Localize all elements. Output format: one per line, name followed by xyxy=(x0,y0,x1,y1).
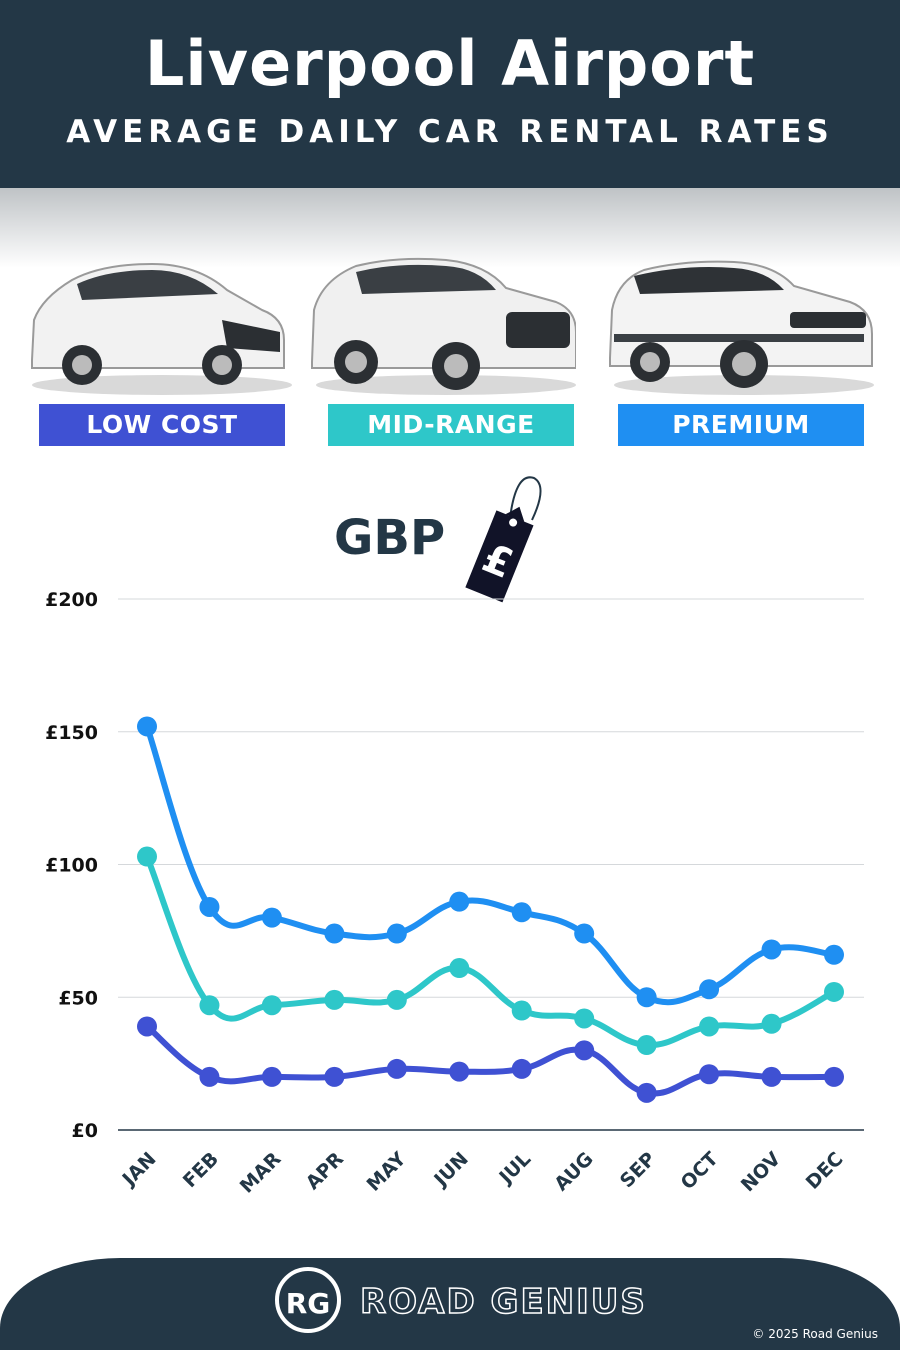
data-point xyxy=(511,1000,532,1021)
data-point xyxy=(199,995,220,1016)
header-banner: Liverpool Airport AVERAGE DAILY CAR RENT… xyxy=(0,0,900,188)
series-line-mid-range xyxy=(144,853,837,1049)
data-point xyxy=(761,939,782,960)
data-point xyxy=(261,907,282,928)
data-point xyxy=(636,987,657,1008)
y-tick-label: £50 xyxy=(58,987,98,1009)
y-tick-label: £200 xyxy=(45,589,98,611)
footer-banner xyxy=(0,1258,900,1350)
data-point xyxy=(511,902,532,923)
y-tick-label: £100 xyxy=(45,855,98,877)
data-point xyxy=(137,846,157,867)
road-genius-logo-icon: RG xyxy=(275,1267,341,1333)
rental-rates-line-chart: £0 £50 £100 £150 £200 JAN FEB MAR APR MAY JUN JUL A… xyxy=(45,589,864,1198)
data-point xyxy=(511,1058,532,1079)
x-tick-label: AUG xyxy=(550,1148,597,1195)
x-tick-label: JAN xyxy=(117,1148,161,1192)
x-tick-label: MAR xyxy=(236,1148,286,1198)
price-tag-icon: £ xyxy=(465,476,542,603)
data-point xyxy=(449,958,470,979)
brand-name: ROAD GENIUS xyxy=(359,1281,647,1323)
data-point xyxy=(137,716,157,737)
x-tick-label: JUN xyxy=(429,1148,473,1192)
data-point xyxy=(261,1066,282,1087)
data-point xyxy=(824,981,844,1002)
data-point xyxy=(324,989,345,1010)
data-point xyxy=(386,923,407,944)
category-mid-range-label: MID-RANGE xyxy=(328,404,574,446)
page-subtitle: AVERAGE DAILY CAR RENTAL RATES xyxy=(66,114,834,150)
suv-car-icon xyxy=(311,257,576,395)
copyright-text: © 2025 Road Genius xyxy=(752,1327,878,1341)
category-premium-label: PREMIUM xyxy=(618,404,864,446)
data-point xyxy=(699,1064,720,1085)
header-shadow xyxy=(0,188,900,268)
data-point xyxy=(324,923,345,944)
data-point xyxy=(449,1061,470,1082)
x-tick-label: NOV xyxy=(737,1148,785,1196)
data-point xyxy=(261,995,282,1016)
data-point xyxy=(574,1040,595,1061)
data-point xyxy=(199,1066,220,1087)
x-tick-label: MAY xyxy=(363,1148,411,1196)
x-tick-label: APR xyxy=(302,1148,348,1194)
luxury-suv-car-icon xyxy=(609,260,874,395)
data-point xyxy=(386,989,407,1010)
y-tick-label: £150 xyxy=(45,722,98,744)
x-tick-label: SEP xyxy=(616,1148,660,1192)
data-point xyxy=(761,1066,782,1087)
data-point xyxy=(137,1016,157,1037)
data-point xyxy=(824,1066,844,1087)
x-tick-label: JUL xyxy=(494,1148,535,1189)
data-point xyxy=(574,1008,595,1029)
category-low-cost-label: LOW COST xyxy=(39,404,285,446)
data-point xyxy=(386,1058,407,1079)
page-title: Liverpool Airport xyxy=(144,27,756,100)
data-point xyxy=(636,1035,657,1056)
data-point xyxy=(574,923,595,944)
currency-label: GBP xyxy=(334,510,446,566)
series-line-low-cost xyxy=(144,1023,837,1097)
x-tick-label: FEB xyxy=(179,1148,223,1192)
y-tick-label: £0 xyxy=(72,1120,98,1142)
data-point xyxy=(699,979,720,1000)
data-point xyxy=(761,1013,782,1034)
x-tick-label: OCT xyxy=(677,1148,723,1194)
data-point xyxy=(699,1016,720,1037)
hatchback-car-icon xyxy=(31,262,292,395)
data-point xyxy=(824,944,844,965)
data-point xyxy=(199,896,220,917)
x-tick-label: DEC xyxy=(802,1148,848,1194)
data-point xyxy=(324,1066,345,1087)
data-point xyxy=(449,891,470,912)
data-point xyxy=(636,1082,657,1103)
